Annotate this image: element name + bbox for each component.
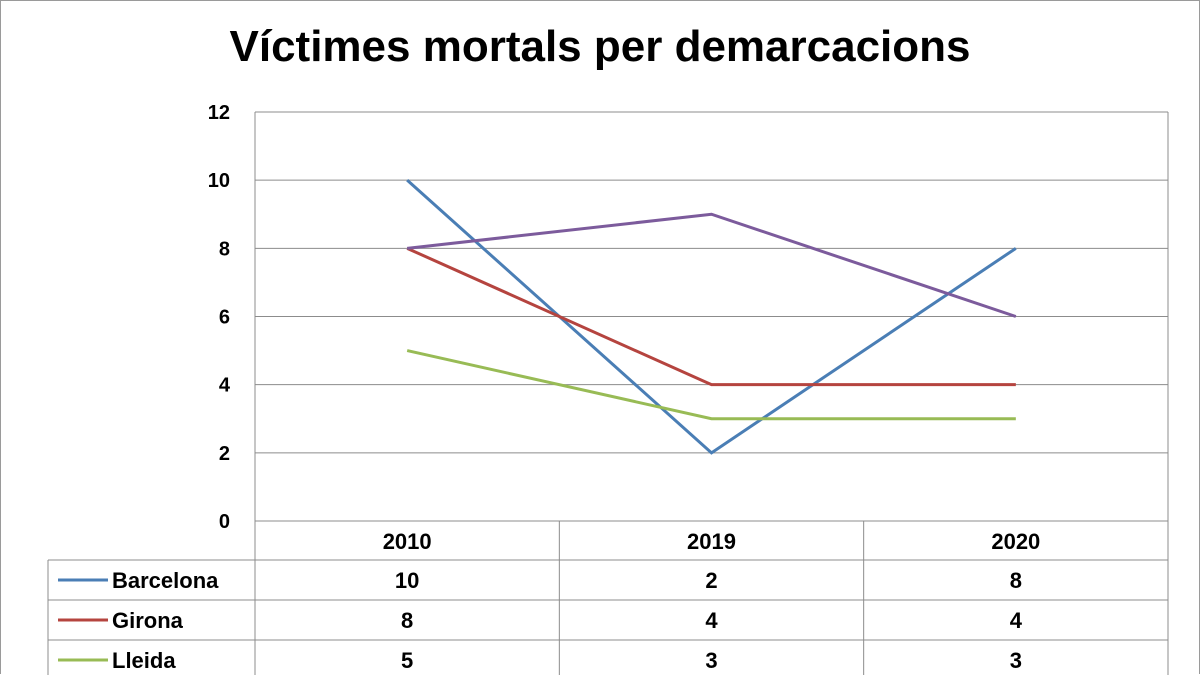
x-category-label: 2019: [687, 529, 736, 554]
table-value: 10: [395, 568, 419, 593]
x-category-label: 2020: [991, 529, 1040, 554]
y-tick-label: 6: [219, 307, 230, 329]
chart-title: Víctimes mortals per demarcacions: [229, 22, 971, 71]
table-value: 5: [401, 648, 413, 673]
y-tick-label: 8: [219, 238, 230, 260]
legend-label: Lleida: [112, 648, 176, 673]
legend-label: Barcelona: [112, 568, 219, 593]
table-value: 3: [1010, 648, 1022, 673]
y-tick-label: 4: [219, 375, 231, 397]
table-value: 8: [401, 608, 413, 633]
table-value: 2: [705, 568, 717, 593]
table-value: 4: [1010, 608, 1023, 633]
table-value: 4: [705, 608, 718, 633]
y-tick-label: 12: [208, 102, 230, 124]
legend-label: Girona: [112, 608, 184, 633]
y-tick-label: 10: [208, 170, 230, 192]
series-line-unnamed: [406, 212, 1017, 318]
series-line-girona: [406, 246, 1016, 387]
table-value: 8: [1010, 568, 1022, 593]
table-value: 3: [705, 648, 717, 673]
y-tick-label: 0: [219, 511, 230, 533]
series-line-barcelona: [406, 179, 1017, 455]
x-category-label: 2010: [383, 529, 432, 554]
series-line-lleida: [406, 349, 1016, 421]
y-tick-label: 2: [219, 443, 230, 465]
